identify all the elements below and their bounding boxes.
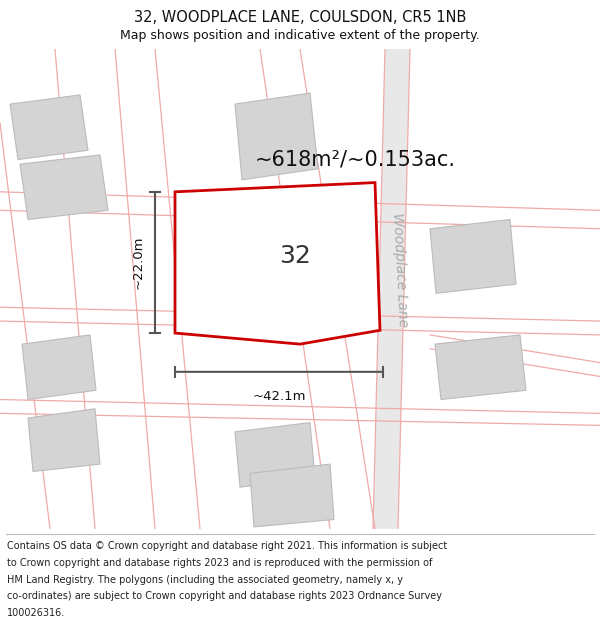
Polygon shape xyxy=(22,335,96,399)
Text: Contains OS data © Crown copyright and database right 2021. This information is : Contains OS data © Crown copyright and d… xyxy=(7,541,448,551)
Polygon shape xyxy=(10,95,88,159)
Text: ~22.0m: ~22.0m xyxy=(132,236,145,289)
Polygon shape xyxy=(235,422,315,488)
Text: co-ordinates) are subject to Crown copyright and database rights 2023 Ordnance S: co-ordinates) are subject to Crown copyr… xyxy=(7,591,442,601)
Text: HM Land Registry. The polygons (including the associated geometry, namely x, y: HM Land Registry. The polygons (includin… xyxy=(7,574,403,584)
Text: ~42.1m: ~42.1m xyxy=(252,390,306,403)
Text: ~618m²/~0.153ac.: ~618m²/~0.153ac. xyxy=(255,149,456,169)
Polygon shape xyxy=(175,182,380,344)
Polygon shape xyxy=(373,49,410,529)
Text: 32, WOODPLACE LANE, COULSDON, CR5 1NB: 32, WOODPLACE LANE, COULSDON, CR5 1NB xyxy=(134,9,466,24)
Polygon shape xyxy=(430,219,516,293)
Polygon shape xyxy=(235,93,318,180)
Text: Map shows position and indicative extent of the property.: Map shows position and indicative extent… xyxy=(120,29,480,42)
Text: 100026316.: 100026316. xyxy=(7,608,65,618)
Text: to Crown copyright and database rights 2023 and is reproduced with the permissio: to Crown copyright and database rights 2… xyxy=(7,558,433,568)
Polygon shape xyxy=(195,248,234,282)
Text: 32: 32 xyxy=(279,244,311,269)
Polygon shape xyxy=(28,409,100,471)
Polygon shape xyxy=(250,464,334,527)
Polygon shape xyxy=(435,335,526,399)
Polygon shape xyxy=(20,155,108,219)
Text: Woodplace Lane: Woodplace Lane xyxy=(390,213,410,328)
